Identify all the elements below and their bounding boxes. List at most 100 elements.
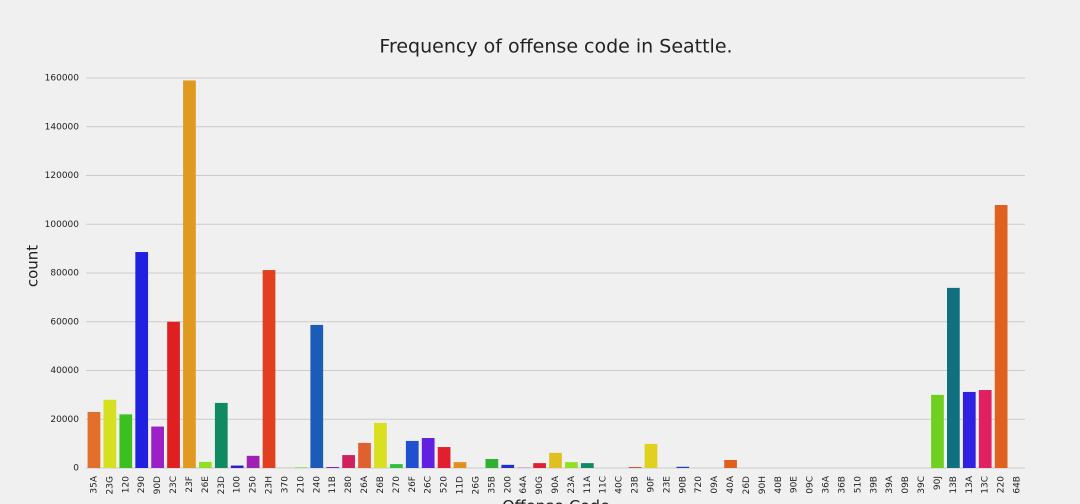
bar	[978, 390, 992, 468]
x-tick-label: 510	[853, 476, 863, 493]
y-tick-label: 120000	[45, 171, 80, 181]
bar	[246, 455, 260, 468]
bar	[549, 452, 562, 468]
x-tick-label: 09C	[806, 476, 816, 494]
bar	[135, 252, 149, 468]
x-tick-label: 90H	[758, 476, 768, 494]
bar	[962, 391, 976, 468]
x-tick-label: 23D	[217, 476, 227, 494]
bar	[676, 466, 690, 468]
chart-title: Frequency of offense code in Seattle.	[379, 36, 732, 58]
bar	[947, 287, 960, 468]
x-tick-label: 35B	[487, 476, 497, 494]
x-tick-label: 210	[296, 476, 306, 493]
bar	[565, 462, 578, 468]
bar	[501, 464, 515, 468]
x-tick-label: 23G	[105, 476, 115, 494]
bar	[389, 464, 403, 468]
x-tick-label: 240	[312, 476, 322, 493]
y-tick-label: 140000	[45, 122, 80, 132]
x-tick-label: 13B	[949, 476, 959, 494]
x-tick-label: 520	[440, 476, 450, 493]
x-tick-label: 290	[137, 476, 147, 493]
x-tick-label: 11B	[328, 476, 338, 494]
bar	[405, 440, 419, 468]
y-tick-label: 20000	[50, 415, 79, 425]
x-tick-label: 23C	[169, 476, 179, 494]
y-tick-label: 60000	[50, 317, 79, 327]
x-tick-label: 35A	[89, 475, 99, 493]
x-tick-label: 90E	[790, 476, 800, 493]
x-tick-label: 26C	[424, 476, 434, 494]
bar	[437, 447, 451, 468]
x-tick-label: 90D	[153, 476, 163, 494]
x-tick-label: 26D	[742, 476, 752, 494]
x-tick-label: 250	[249, 476, 259, 493]
x-tick-label: 11A	[583, 475, 593, 493]
bar	[485, 458, 499, 468]
x-tick-label: 64A	[519, 475, 529, 493]
bar	[119, 414, 133, 468]
x-tick-label: 13C	[981, 476, 991, 494]
bar	[931, 394, 944, 468]
x-tick-label: 200	[503, 476, 513, 493]
bar	[421, 438, 435, 468]
x-tick-label: 13A	[965, 475, 975, 493]
x-tick-label: 26A	[360, 475, 370, 493]
x-tick-label: 26E	[201, 476, 211, 493]
bar	[342, 455, 355, 468]
x-tick-label: 39B	[869, 476, 879, 494]
bar	[167, 321, 180, 468]
x-tick-label: 23A	[567, 475, 577, 493]
bar	[294, 467, 308, 468]
x-tick-label: 39C	[917, 476, 927, 494]
x-tick-label: 26F	[408, 476, 418, 493]
x-tick-label: 36B	[837, 476, 847, 494]
bar	[151, 426, 164, 468]
x-tick-label: 90B	[678, 476, 688, 494]
x-tick-label: 90G	[535, 476, 545, 494]
x-tick-label: 26B	[376, 476, 386, 494]
x-tick-label: 11C	[599, 476, 609, 494]
bar	[262, 270, 276, 468]
bar	[628, 467, 642, 468]
x-tick-label: 26G	[471, 476, 481, 494]
y-axis-label: count	[24, 245, 42, 287]
bar	[644, 443, 658, 468]
bar	[453, 462, 467, 468]
x-tick-label: 270	[392, 476, 402, 493]
bar	[230, 465, 244, 468]
x-tick-label: 23E	[662, 476, 672, 493]
x-tick-label: 64B	[1013, 476, 1023, 494]
bar	[214, 402, 228, 468]
x-tick-label: 90J	[933, 476, 943, 490]
x-tick-label: 23F	[185, 476, 195, 493]
bar	[358, 442, 371, 468]
bar	[724, 459, 737, 468]
bar	[374, 422, 387, 468]
x-tick-label: 220	[997, 476, 1007, 493]
bar	[994, 204, 1008, 468]
y-tick-label: 0	[73, 464, 79, 474]
x-tick-label: 720	[694, 476, 704, 493]
x-axis-label: Offense Code	[502, 497, 610, 504]
x-tick-label: 09A	[710, 475, 720, 493]
x-tick-label: 39A	[885, 475, 895, 493]
y-tick-label: 40000	[50, 366, 79, 376]
x-tick-label: 120	[121, 476, 131, 493]
x-tick-label: 100	[233, 476, 243, 493]
x-tick-label: 280	[344, 476, 354, 493]
y-tick-label: 100000	[45, 220, 80, 230]
x-tick-label: 40B	[774, 476, 784, 494]
x-tick-label: 40C	[615, 476, 625, 494]
y-tick-label: 160000	[45, 74, 80, 84]
x-tick-label: 90F	[646, 476, 656, 493]
x-tick-label: 11D	[456, 476, 466, 494]
bar	[183, 80, 196, 468]
bar	[310, 324, 324, 468]
bar	[580, 463, 594, 468]
x-tick-label: 370	[280, 476, 290, 493]
x-tick-label: 23H	[265, 476, 275, 494]
